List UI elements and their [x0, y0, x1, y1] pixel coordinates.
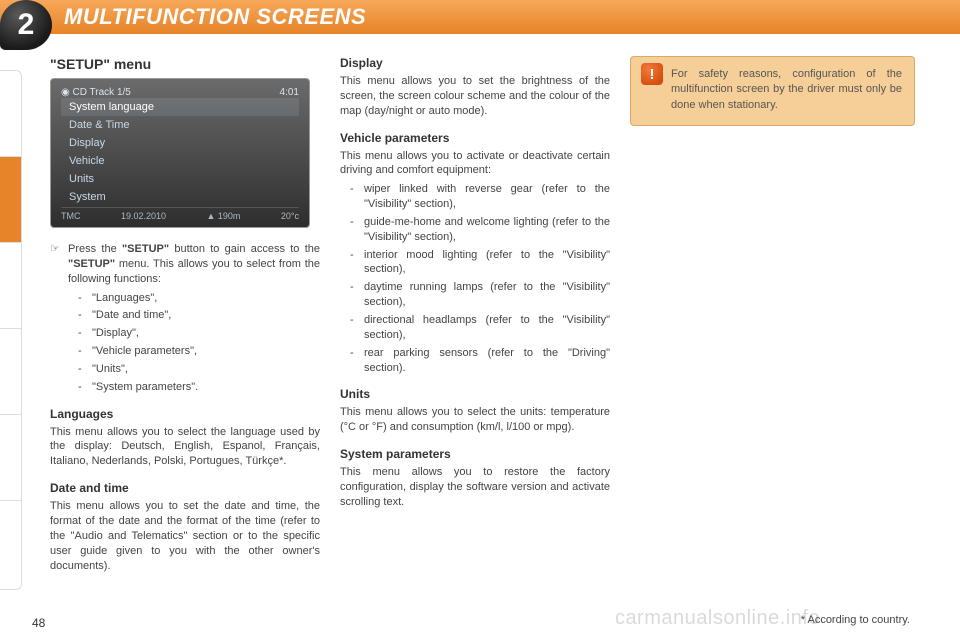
header-title: MULTIFUNCTION SCREENS [64, 4, 366, 30]
sys-body: This menu allows you to restore the fact… [340, 465, 610, 510]
side-tab-strip [0, 70, 22, 590]
languages-heading: Languages [50, 407, 320, 421]
screen-row: Units [61, 170, 299, 188]
screen-row: System language [61, 98, 299, 116]
vparams-heading: Vehicle parameters [340, 131, 610, 145]
tab-segment [0, 71, 21, 157]
tab-segment [0, 329, 21, 415]
datetime-heading: Date and time [50, 481, 320, 495]
chapter-badge: 2 [0, 0, 52, 50]
screen-row: System [61, 188, 299, 206]
screen-row: Display [61, 134, 299, 152]
screen-top-row: ◉ CD Track 1/5 4:01 [61, 87, 299, 98]
warning-box: ! For safety reasons, configuration of t… [630, 56, 915, 126]
header-bar: MULTIFUNCTION SCREENS [0, 0, 960, 34]
tab-segment-active [0, 157, 21, 243]
instr-bold: "SETUP" [122, 243, 169, 255]
list-item: "Languages", [78, 291, 320, 306]
screen-row: Vehicle [61, 152, 299, 170]
screen-bottom-row: TMC 19.02.2010 ▲ 190m 20°c [61, 207, 299, 221]
instr-bold: "SETUP" [68, 258, 115, 270]
screen-bottom-right: 20°c [281, 211, 299, 221]
screen-bottom-left: TMC [61, 211, 81, 221]
datetime-body: This menu allows you to set the date and… [50, 499, 320, 573]
list-item: "Vehicle parameters", [78, 344, 320, 359]
languages-body: This menu allows you to select the langu… [50, 425, 320, 470]
watermark: carmanualsonline.info [615, 607, 820, 630]
column-3: ! For safety reasons, configuration of t… [630, 56, 920, 621]
sys-heading: System parameters [340, 447, 610, 461]
units-heading: Units [340, 387, 610, 401]
column-2: Display This menu allows you to set the … [340, 56, 610, 621]
list-item: "Units", [78, 362, 320, 377]
tab-segment [0, 243, 21, 329]
instr-text: Press the [68, 243, 122, 255]
setup-function-list: "Languages", "Date and time", "Display",… [50, 291, 320, 395]
list-item: directional headlamps (refer to the "Vis… [350, 313, 610, 343]
list-item: wiper linked with reverse gear (refer to… [350, 182, 610, 212]
screen-row: Date & Time [61, 116, 299, 134]
setup-menu-title: "SETUP" menu [50, 56, 320, 72]
list-item: guide-me-home and welcome lighting (refe… [350, 215, 610, 245]
page-number: 48 [32, 616, 45, 630]
list-item: "System parameters". [78, 380, 320, 395]
vparams-body: This menu allows you to activate or deac… [340, 149, 610, 179]
list-item: rear parking sensors (refer to the "Driv… [350, 346, 610, 376]
list-item: "Display", [78, 326, 320, 341]
screen-bottom-mid: ▲ 190m [206, 211, 240, 221]
display-body: This menu allows you to set the brightne… [340, 74, 610, 119]
footnote: * According to country. [801, 614, 910, 626]
tab-segment [0, 415, 21, 501]
screen-top-left: ◉ CD Track 1/5 [61, 87, 131, 98]
units-body: This menu allows you to select the units… [340, 405, 610, 435]
tab-segment [0, 501, 21, 587]
setup-instruction: Press the "SETUP" button to gain access … [50, 242, 320, 287]
screen-photo: ◉ CD Track 1/5 4:01 System language Date… [50, 78, 310, 228]
warning-icon: ! [641, 63, 663, 85]
vparams-list: wiper linked with reverse gear (refer to… [340, 182, 610, 375]
instr-text: button to gain access to the [169, 243, 320, 255]
list-item: interior mood lighting (refer to the "Vi… [350, 248, 610, 278]
screen-top-right: 4:01 [280, 87, 299, 98]
warning-text: For safety reasons, configuration of the… [671, 68, 902, 111]
column-1: "SETUP" menu ◉ CD Track 1/5 4:01 System … [50, 56, 320, 621]
list-item: "Date and time", [78, 308, 320, 323]
screen-bottom-date: 19.02.2010 [121, 211, 166, 221]
display-heading: Display [340, 56, 610, 70]
page-body: "SETUP" menu ◉ CD Track 1/5 4:01 System … [50, 56, 930, 621]
list-item: daytime running lamps (refer to the "Vis… [350, 280, 610, 310]
